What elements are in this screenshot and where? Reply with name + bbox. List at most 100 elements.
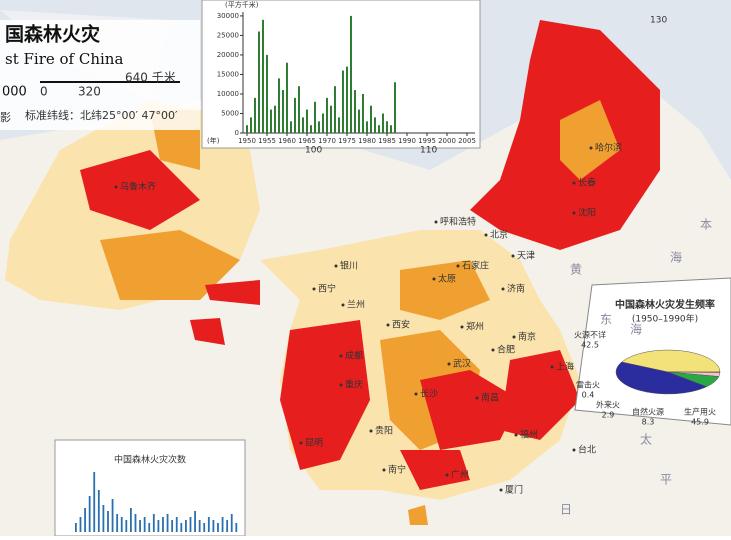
title-en: st Fire of China [5,50,123,68]
city-label: 郑州 [466,321,484,333]
bar [125,520,128,532]
y-tick-label: 10000 [217,90,239,98]
city-label: 兰州 [347,299,365,311]
city-label: 贵阳 [375,425,393,437]
bar [130,508,132,532]
city-label: 哈尔滨 [595,142,622,154]
sea-label: 东 [600,313,612,327]
slice-name: 火源不详 [574,330,606,340]
city-dot [589,146,593,150]
bar [157,520,160,532]
bar [258,31,260,133]
scale-tick: 320 [78,85,101,99]
city-dot [369,429,373,433]
city-dot [460,325,464,329]
projection-prefix: 影 [0,111,11,124]
bar [338,117,340,133]
sea-label: 日 [560,503,572,517]
bar [75,523,77,532]
city-label: 太原 [438,273,456,285]
x-tick-label: 1955 [258,137,276,145]
x-label: (年) [207,136,220,145]
bar [250,117,252,133]
city-label: 福州 [520,429,538,441]
x-tick-label: 1995 [418,137,436,145]
region [420,370,520,450]
city-label: 上海 [556,361,574,373]
x-tick-label: 1990 [398,137,416,145]
region [190,318,225,345]
bar [358,109,360,133]
bar [93,472,96,532]
city-dot [572,211,576,215]
region [400,450,470,490]
bar [386,121,388,133]
bar [111,499,114,532]
y-tick-label: 5000 [221,109,239,117]
city-label: 长春 [578,177,596,189]
area-chart: (平方千米) (年) 0 5000 10000 15000 20000 25000 3000… [201,0,481,149]
sea-label: 海 [670,250,682,265]
city-dot [550,365,554,369]
bar [310,125,312,133]
sea-label: 太 [640,432,652,447]
city-label: 北京 [490,229,508,241]
bar [370,105,372,133]
bar [378,125,380,133]
bar [246,125,248,133]
meridian-label: 110 [420,146,437,156]
bar [302,117,304,133]
city-label: 昆明 [305,438,323,449]
bar [274,105,276,133]
city-dot [434,220,438,224]
bar [152,514,155,532]
bar [266,54,268,133]
bar [286,62,288,133]
city-dot [114,185,118,189]
pie-subtitle: (1950–1990年) [632,313,698,325]
y-tick-label: 0 [235,129,239,137]
bar [230,514,233,532]
sea-label: 本 [700,218,712,232]
region [408,505,428,525]
bar [116,514,119,532]
bar [314,101,316,133]
city-dot [572,448,576,452]
city-dot [501,287,505,291]
city-dot [432,277,436,281]
city-label: 合肥 [497,344,515,356]
bar [342,70,344,133]
bar [203,523,206,532]
city-dot [514,433,518,437]
city-dot [572,181,576,185]
region [400,260,490,320]
y-tick-label: 15000 [217,70,239,78]
y-tick-label: 25000 [217,31,239,39]
bar [139,520,141,532]
bar [390,125,392,133]
bar [226,520,229,532]
bar [354,90,356,133]
city-dot [312,287,316,291]
meridian-label: 130 [650,16,667,26]
slice-name: 外来火 [596,400,620,410]
title-block: 国森林火灾 st Fire of China 000 0 320 640 千米 … [0,20,200,130]
city-dot [447,362,451,366]
city-label: 西宁 [318,283,336,295]
count-title: 中国森林火灾次数 [114,454,186,466]
city-dot [445,473,449,477]
city-dot [499,488,503,492]
bar [318,121,320,133]
city-dot [511,254,515,258]
china-regions [5,20,660,525]
bar [88,496,91,532]
bar [374,117,376,133]
title: 国森林火灾 [5,23,100,46]
x-tick-label: 1965 [298,137,316,145]
bar [290,121,292,133]
bar [175,517,178,532]
region [280,320,370,470]
city-label: 银川 [340,260,358,272]
projection: 标准纬线：北纬25°00′ 47°00′ [25,108,178,122]
